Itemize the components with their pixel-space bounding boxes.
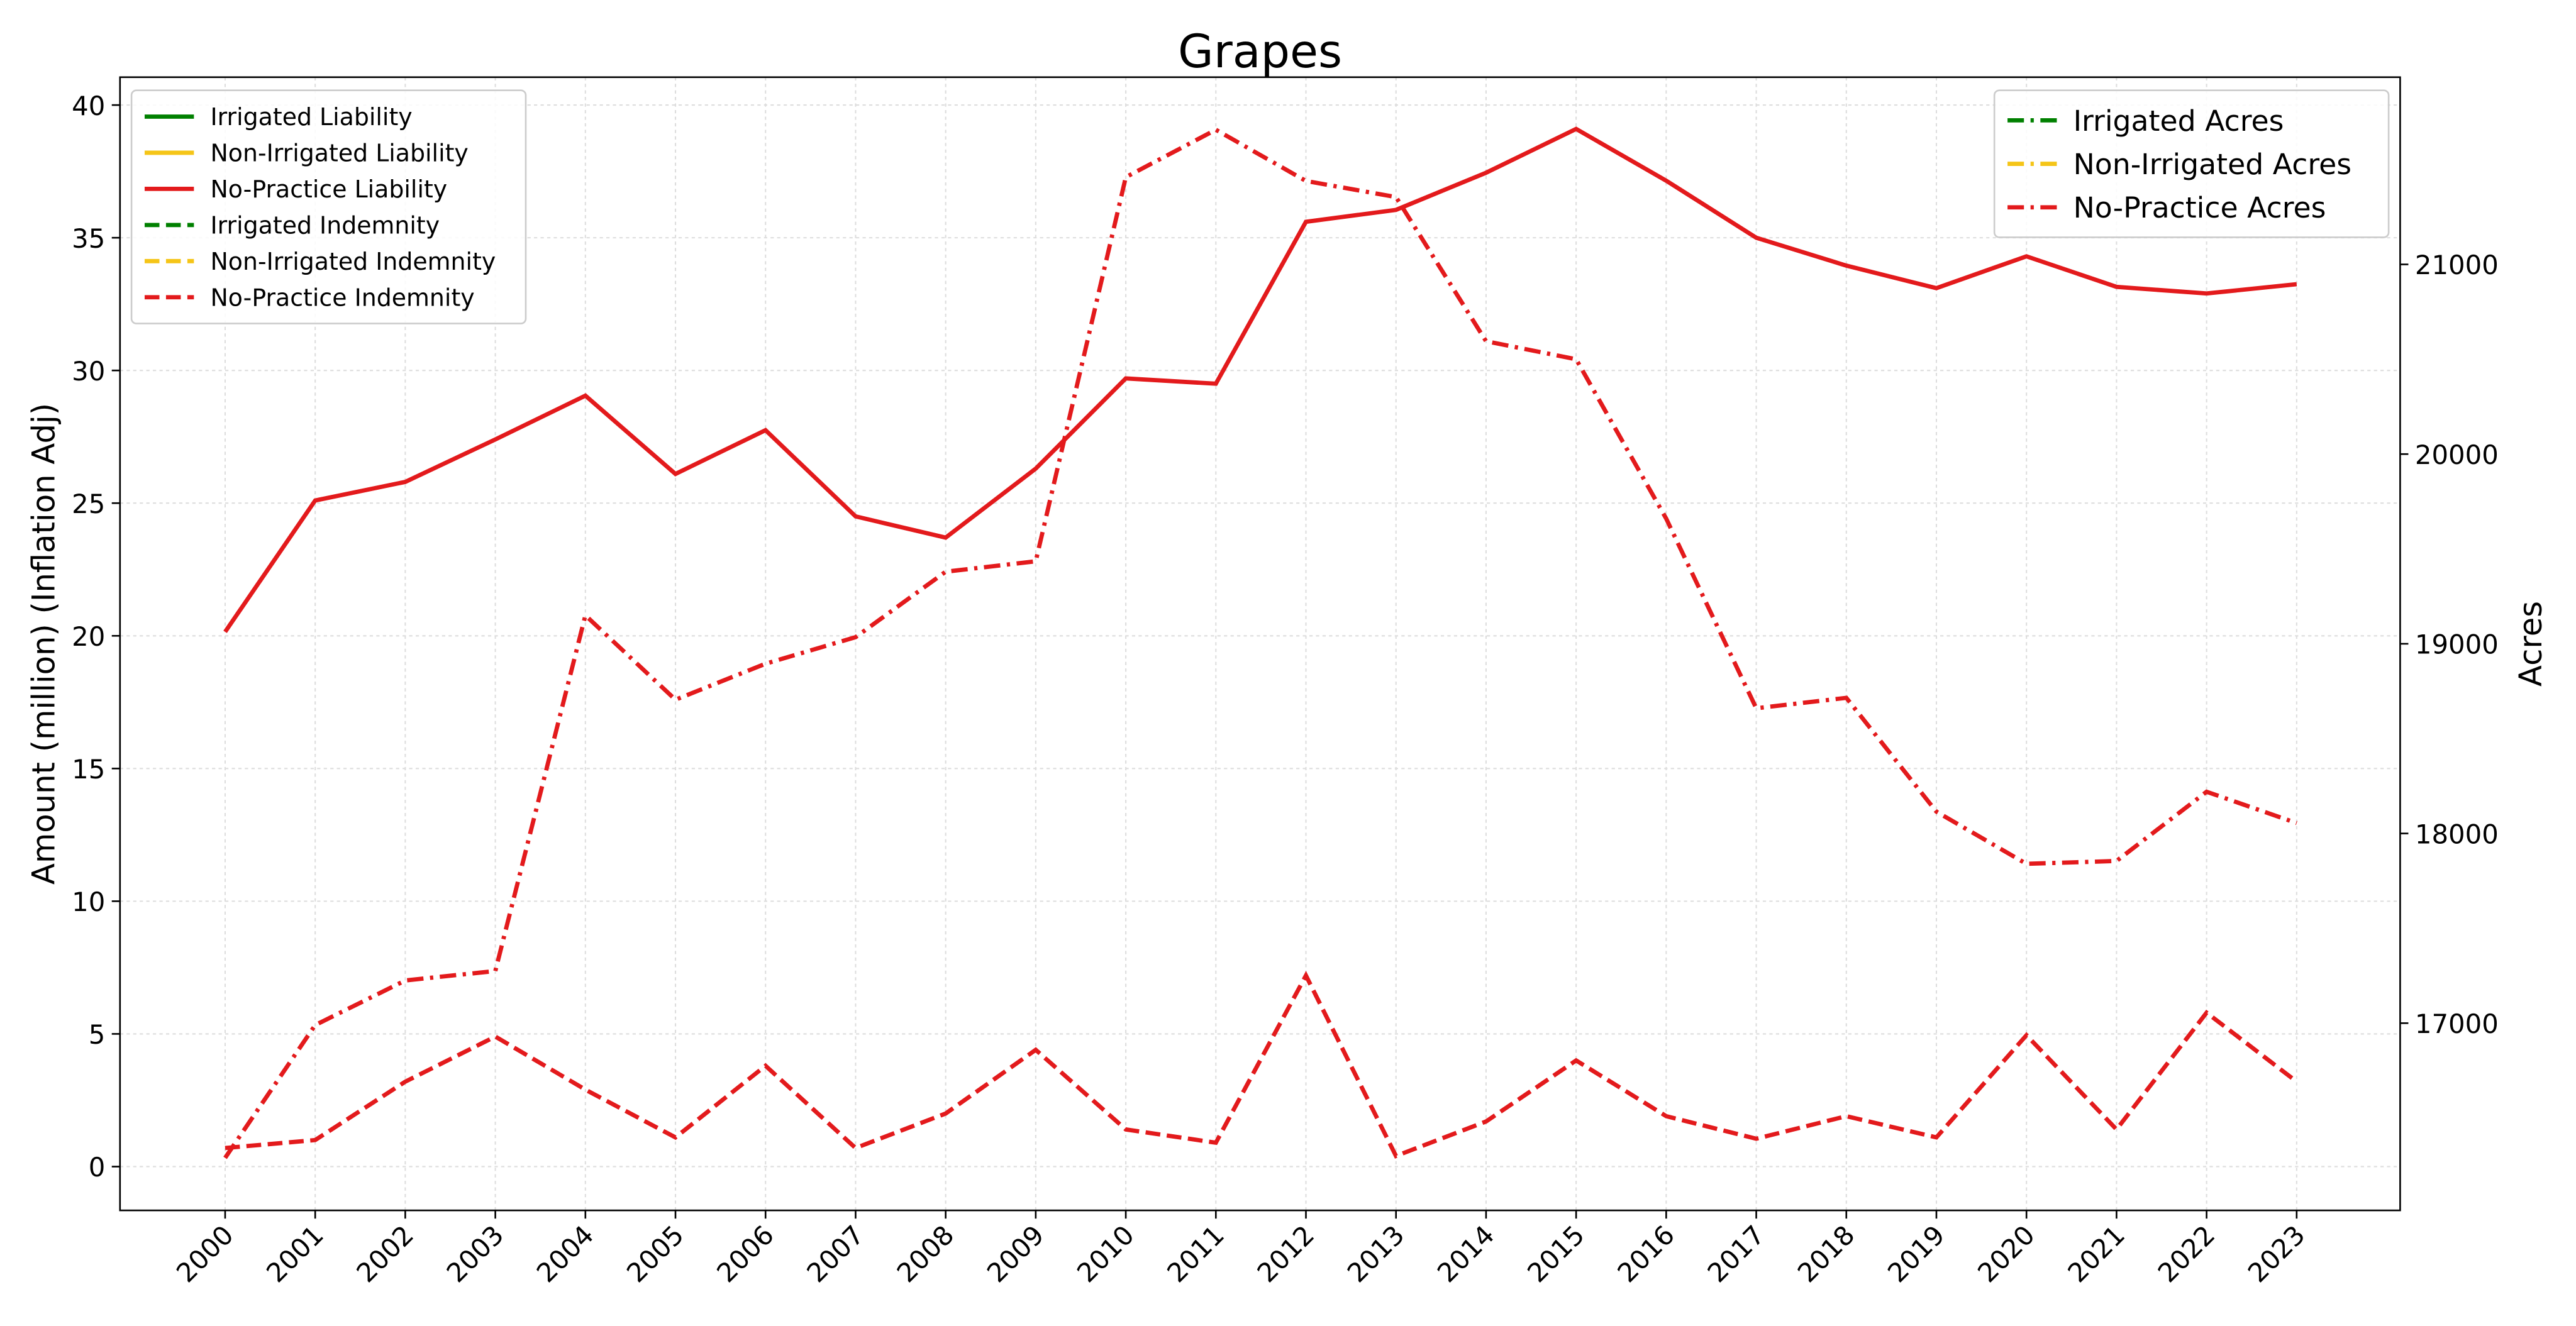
legend-label: Non-Irrigated Liability — [210, 140, 468, 167]
y-tick-label: 5 — [89, 1019, 106, 1050]
y2-tick-label: 20000 — [2415, 439, 2499, 470]
y-tick-label: 25 — [72, 489, 105, 519]
y-tick-label: 15 — [72, 754, 105, 785]
legend-label: Non-Irrigated Acres — [2074, 148, 2351, 181]
x-tick-label: 2009 — [981, 1219, 1050, 1288]
x-tick-label: 2008 — [891, 1219, 960, 1288]
y2-axis-label: Acres — [2512, 601, 2549, 687]
x-tick-label: 2023 — [2242, 1219, 2311, 1288]
series-line — [225, 971, 2298, 1159]
plot-frame — [119, 76, 2401, 1212]
series-line — [223, 126, 2297, 633]
x-tick-label: 2001 — [260, 1219, 330, 1288]
y-axis-label: Amount (million) (Inflation Adj) — [25, 403, 62, 885]
x-tick-label: 2015 — [1521, 1219, 1591, 1288]
x-tick-label: 2021 — [2062, 1219, 2131, 1288]
legend-label: No-Practice Acres — [2074, 191, 2326, 224]
legend: Irrigated Acres Non-Irrigated Acres No-Pra… — [1993, 89, 2390, 238]
y2-tick-label: 21000 — [2415, 250, 2499, 280]
x-tick-label: 2007 — [801, 1219, 870, 1288]
y-tick-label: 40 — [72, 91, 105, 121]
y-tick-label: 0 — [89, 1152, 106, 1183]
x-tick-label: 2000 — [170, 1219, 240, 1288]
legend-box — [130, 89, 527, 324]
x-tick-label: 2014 — [1431, 1219, 1501, 1288]
legend-label: No-Practice Indemnity — [210, 284, 474, 311]
x-tick-label: 2018 — [1792, 1219, 1861, 1288]
y2-tick-label: 18000 — [2415, 819, 2499, 849]
x-tick-label: 2016 — [1611, 1219, 1680, 1288]
series-line — [223, 127, 2297, 1159]
x-tick-label: 2019 — [1882, 1219, 1951, 1288]
chart-title: Grapes — [1178, 25, 1342, 79]
x-tick-label: 2013 — [1341, 1219, 1411, 1288]
x-tick-label: 2017 — [1701, 1219, 1770, 1288]
x-tick-label: 2020 — [1972, 1219, 2041, 1288]
y2-tick-label: 17000 — [2415, 1008, 2499, 1039]
x-tick-label: 2005 — [621, 1219, 690, 1288]
y-tick-label: 20 — [72, 621, 105, 652]
x-tick-label: 2004 — [531, 1219, 600, 1288]
y-tick-label: 35 — [72, 223, 105, 254]
legend-label: Irrigated Indemnity — [210, 211, 440, 239]
y2-tick-label: 19000 — [2415, 629, 2499, 660]
legend: Irrigated Liability Non-Irrigated Liabili… — [130, 89, 527, 324]
y-tick-label: 10 — [72, 887, 105, 917]
legend-label: Non-Irrigated Indemnity — [210, 248, 496, 275]
x-tick-label: 2011 — [1161, 1219, 1230, 1288]
x-tick-label: 2012 — [1251, 1219, 1320, 1288]
legend-label: Irrigated Liability — [210, 103, 412, 131]
x-tick-label: 2006 — [711, 1219, 780, 1288]
legend-box — [1993, 89, 2390, 238]
legend-label: No-Practice Liability — [210, 175, 447, 203]
x-tick-label: 2002 — [350, 1219, 419, 1288]
y-tick-label: 30 — [72, 356, 105, 387]
x-tick-label: 2022 — [2152, 1219, 2221, 1288]
x-tick-label: 2003 — [441, 1219, 510, 1288]
legend-label: Irrigated Acres — [2074, 104, 2284, 138]
x-tick-label: 2010 — [1071, 1219, 1140, 1288]
